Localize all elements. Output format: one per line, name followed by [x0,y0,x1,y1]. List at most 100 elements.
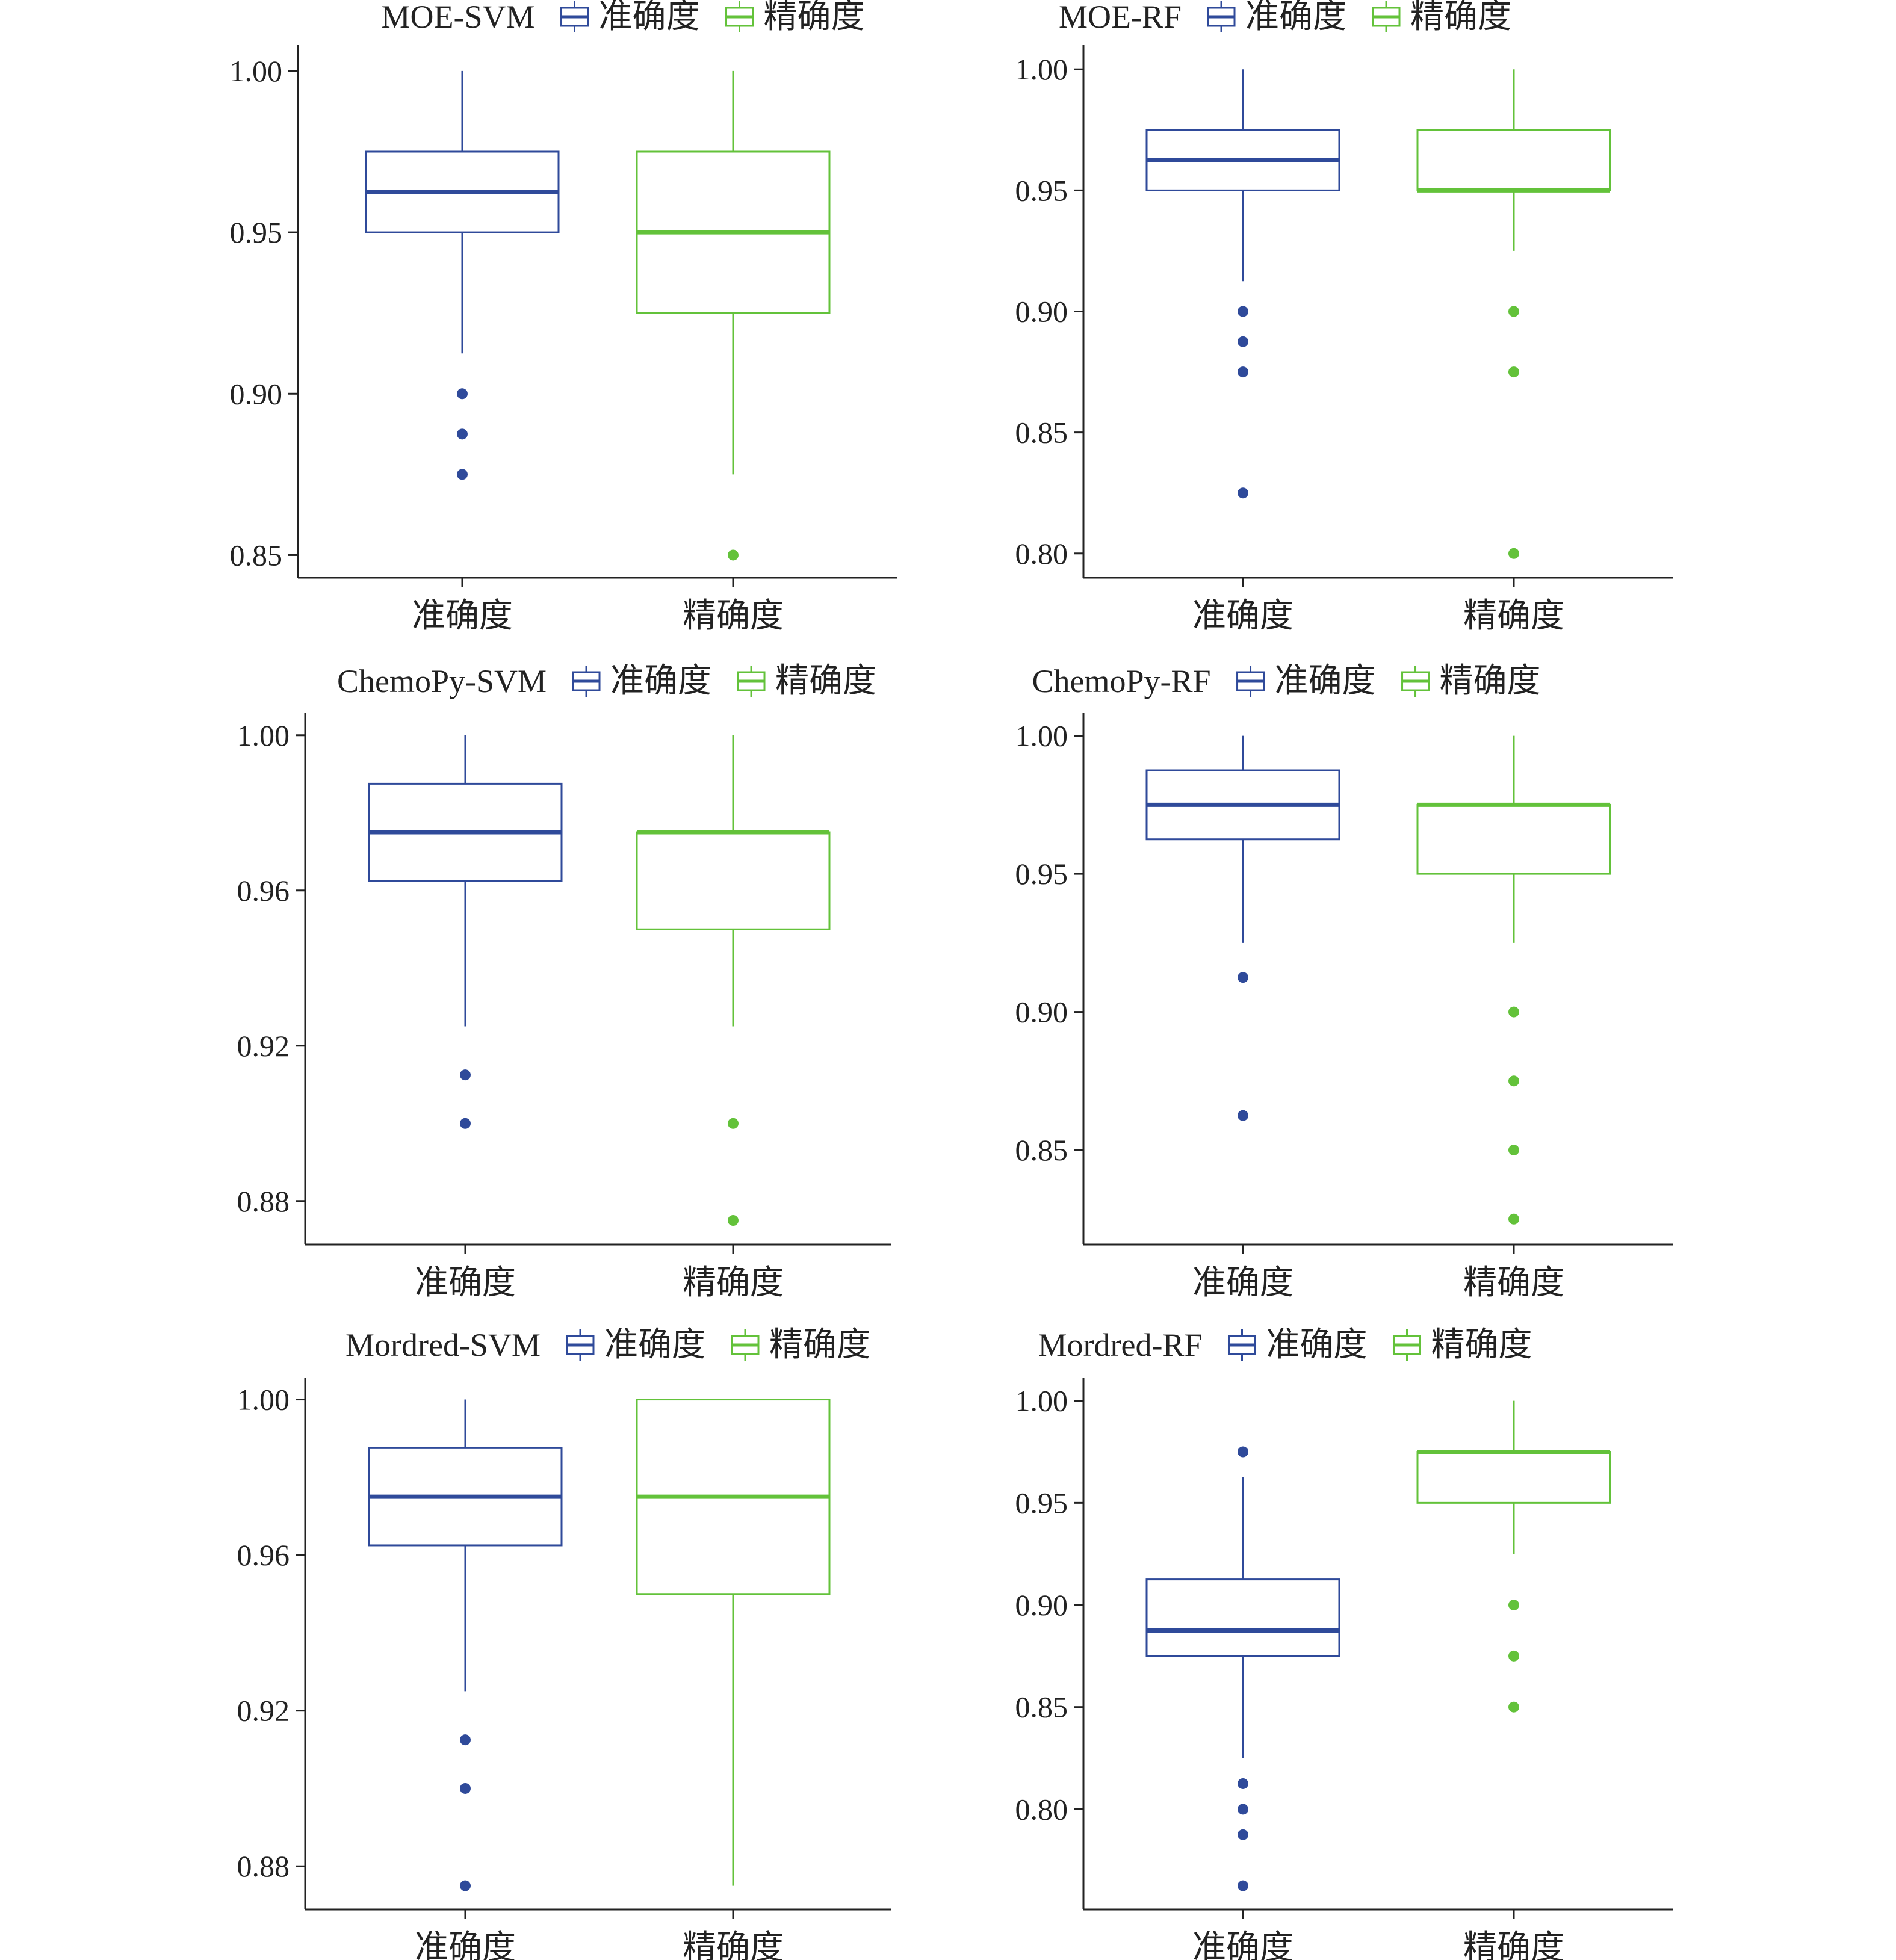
outlier-point [460,1734,471,1746]
legend-swatch-accuracy [566,1329,595,1361]
y-tick-label: 0.88 [237,1849,290,1883]
box-accuracy [1145,1446,1340,1891]
legend-label: 精确度 [764,0,865,36]
legend-label: 准确度 [604,1326,705,1364]
x-tick-label: 精确度 [683,1929,784,1960]
box-precision [1416,735,1611,1225]
chart-title: Mordred-SVM [345,1327,541,1363]
box-accuracy [365,70,560,480]
box-precision [636,735,831,1226]
iqr-box [1416,129,1611,191]
y-tick-label: 0.80 [1015,1792,1068,1826]
outlier-point [1508,1075,1519,1087]
legend-label: 精确度 [775,663,876,700]
y-tick-label: 1.00 [237,719,290,752]
legend-swatch-accuracy [572,666,601,697]
legend-swatch-precision [1401,666,1430,697]
box-accuracy [1145,69,1340,499]
box-accuracy [1145,735,1340,1121]
iqr-box [1416,803,1611,875]
box-precision [1416,69,1611,559]
y-tick-label: 0.85 [1015,416,1068,450]
y-tick-label: 0.92 [237,1029,290,1063]
y-tick-label: 0.96 [237,874,290,907]
y-tick-label: 1.00 [237,1383,290,1417]
x-tick-label: 准确度 [1192,1929,1293,1960]
box-precision [636,70,831,561]
y-tick-label: 0.90 [230,377,283,410]
y-tick-label: 1.00 [1015,719,1068,753]
legend-swatch-accuracy [1227,1329,1256,1361]
y-tick-label: 0.90 [1015,995,1068,1029]
box-precision [1416,1400,1611,1713]
y-tick-label: 0.85 [1015,1690,1068,1724]
outlier-point [1508,1213,1519,1225]
outlier-point [457,388,468,400]
outlier-point [1238,1110,1248,1121]
outlier-point [1238,1829,1248,1840]
outlier-point [1238,306,1248,317]
legend-label: 准确度 [599,0,700,36]
y-tick-label: 0.95 [1015,173,1068,207]
outlier-point [1238,972,1248,983]
chart-title: MOE-RF [1059,0,1182,35]
x-tick-label: 精确度 [1463,1929,1564,1960]
y-tick-label: 0.92 [237,1694,290,1728]
outlier-point [1238,1880,1248,1891]
outlier-point [1508,1145,1519,1156]
chart-title: ChemoPy-SVM [337,663,547,699]
outlier-point [1508,1006,1519,1018]
outlier-point [460,1880,471,1891]
outlier-point [728,1215,739,1226]
y-tick-label: 0.95 [1015,1486,1068,1519]
legend-swatch-accuracy [1236,666,1265,697]
chart-title: ChemoPy-RF [1032,663,1210,699]
legend-label: 准确度 [610,663,711,700]
x-tick-label: 准确度 [415,1929,516,1960]
y-tick-label: 0.85 [230,538,283,572]
chart-title: Mordred-RF [1038,1327,1203,1363]
y-tick-label: 0.90 [1015,1588,1068,1622]
outlier-point [1508,366,1519,378]
x-tick-label: 准确度 [1192,598,1293,635]
x-tick-label: 精确度 [683,1264,784,1302]
outlier-point [1238,1804,1248,1815]
outlier-point [460,1782,471,1794]
box-accuracy [368,735,563,1129]
y-tick-label: 1.00 [1015,1384,1068,1418]
legend-label: 精确度 [1440,663,1541,700]
y-tick-label: 0.95 [230,215,283,249]
outlier-point [1508,306,1519,317]
x-tick-label: 精确度 [1463,1264,1564,1302]
outlier-point [460,1069,471,1081]
x-tick-label: 精确度 [683,598,784,635]
legend-swatch-precision [737,666,766,697]
outlier-point [1238,1778,1248,1789]
outlier-point [728,549,739,561]
legend-swatch-precision [1392,1329,1421,1361]
legend-swatch-precision [731,1329,760,1361]
legend-swatch-precision [1372,1,1401,32]
legend-label: 精确度 [1431,1326,1532,1364]
outlier-point [1238,487,1248,499]
legend-swatch-accuracy [560,1,589,32]
y-tick-label: 0.96 [237,1538,290,1572]
legend-swatch-precision [725,1,754,32]
outlier-point [1508,1600,1519,1611]
outlier-point [1508,548,1519,559]
iqr-box [1416,1451,1611,1504]
legend-label: 准确度 [1245,0,1346,36]
iqr-box [1145,1578,1340,1657]
box-precision [636,1399,831,1886]
outlier-point [457,469,468,480]
outlier-point [460,1118,471,1129]
y-tick-label: 0.85 [1015,1133,1068,1167]
y-tick-label: 0.90 [1015,295,1068,329]
outlier-point [457,428,468,440]
y-tick-label: 1.00 [1015,52,1068,86]
legend-swatch-accuracy [1207,1,1236,32]
y-tick-label: 0.88 [237,1184,290,1218]
outlier-point [1508,1701,1519,1713]
